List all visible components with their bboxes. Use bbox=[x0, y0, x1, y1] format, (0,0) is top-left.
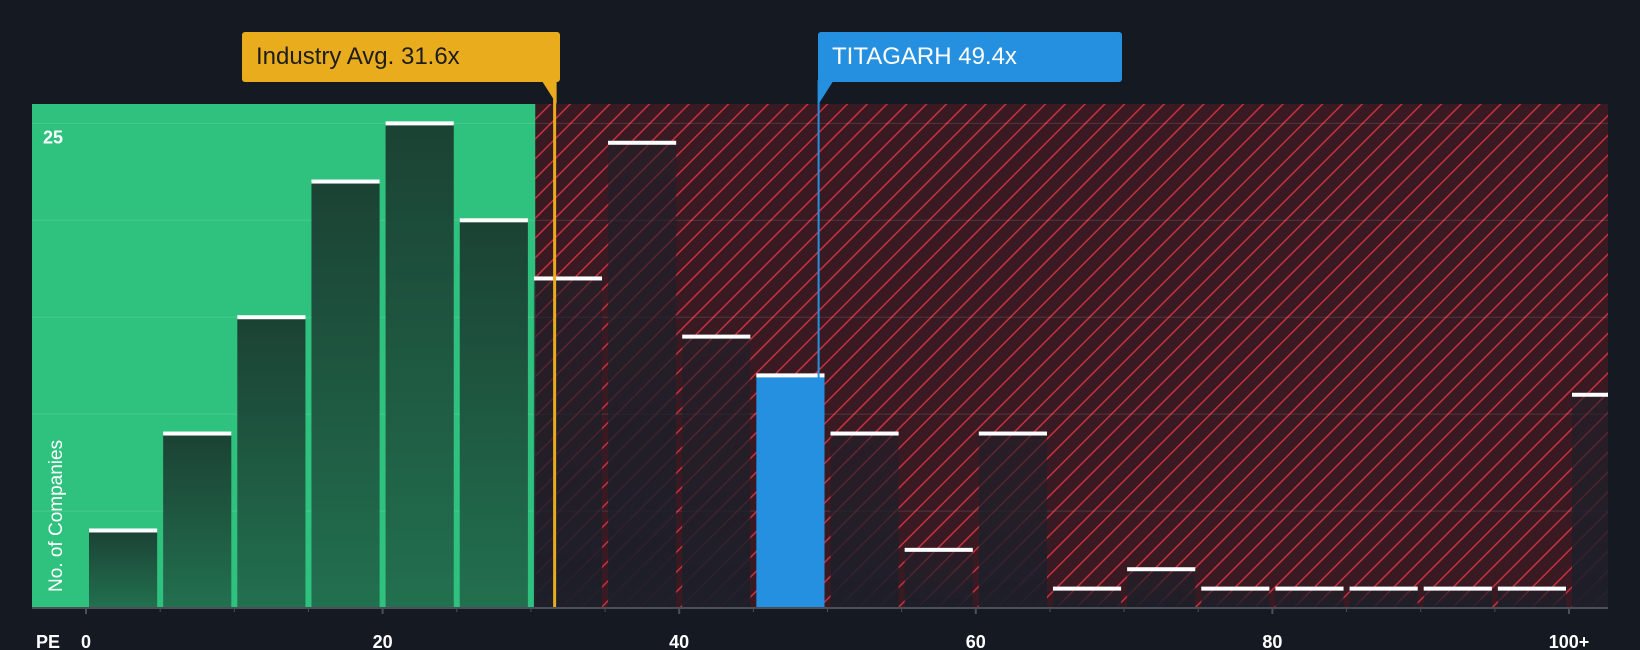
histogram-bar bbox=[459, 220, 528, 609]
histogram-bar bbox=[533, 278, 603, 608]
bar-cap bbox=[237, 315, 306, 320]
histogram-bar bbox=[1423, 588, 1492, 608]
histogram-bar bbox=[608, 142, 677, 608]
y-axis-label: No. of Companies bbox=[46, 440, 67, 592]
histogram-bar bbox=[385, 123, 454, 608]
bar-cap bbox=[904, 547, 973, 552]
histogram-bar bbox=[1052, 588, 1122, 608]
company-callout-pointer bbox=[818, 82, 833, 104]
bar-cap bbox=[756, 373, 825, 378]
x-tick-label: 20 bbox=[373, 632, 393, 650]
bar-cap bbox=[1275, 586, 1344, 591]
bar-cap bbox=[830, 431, 899, 436]
industry-callout-pointer bbox=[542, 82, 557, 104]
company-bin-bar bbox=[756, 375, 825, 608]
histogram-bar bbox=[1497, 588, 1566, 608]
histogram-bar bbox=[1572, 394, 1608, 608]
histogram-bar bbox=[89, 530, 158, 608]
bar-cap bbox=[1127, 567, 1196, 572]
bar-cap bbox=[385, 121, 454, 126]
histogram-bar bbox=[163, 433, 232, 608]
histogram-bar bbox=[830, 433, 899, 608]
bar-cap bbox=[978, 431, 1047, 436]
histogram-bar bbox=[1201, 588, 1270, 608]
histogram-bar bbox=[1349, 588, 1418, 608]
bar-cap bbox=[533, 276, 603, 281]
x-axis-label: PE bbox=[36, 632, 60, 650]
y-tick-label: 25 bbox=[43, 127, 63, 147]
bar-cap bbox=[163, 431, 232, 436]
x-tick-label: 40 bbox=[669, 632, 689, 650]
bar-cap bbox=[1423, 586, 1492, 591]
histogram-bar bbox=[311, 181, 380, 609]
industry-average-callout: Industry Avg. 31.6x bbox=[242, 32, 560, 82]
x-tick-label: 100+ bbox=[1549, 632, 1590, 650]
histogram-bar bbox=[682, 336, 751, 608]
bar-cap bbox=[1052, 586, 1122, 591]
bar-cap bbox=[608, 140, 677, 145]
histogram-bar bbox=[978, 433, 1047, 608]
bar-cap bbox=[1497, 586, 1566, 591]
bar-cap bbox=[1201, 586, 1270, 591]
bar-cap bbox=[89, 528, 158, 533]
histogram-bar bbox=[904, 549, 973, 608]
histogram-bar bbox=[1127, 569, 1196, 608]
bar-cap bbox=[682, 334, 751, 339]
x-tick-label: 80 bbox=[1262, 632, 1282, 650]
histogram-bar bbox=[237, 317, 306, 608]
x-tick-label: 60 bbox=[966, 632, 986, 650]
bar-cap bbox=[1349, 586, 1418, 591]
bar-cap bbox=[459, 218, 528, 223]
histogram-bar bbox=[1275, 588, 1344, 608]
bar-cap bbox=[311, 179, 380, 184]
bar-cap bbox=[1572, 392, 1608, 397]
x-tick-label: 0 bbox=[81, 632, 91, 650]
company-pe-callout: TITAGARH 49.4x bbox=[818, 32, 1122, 82]
